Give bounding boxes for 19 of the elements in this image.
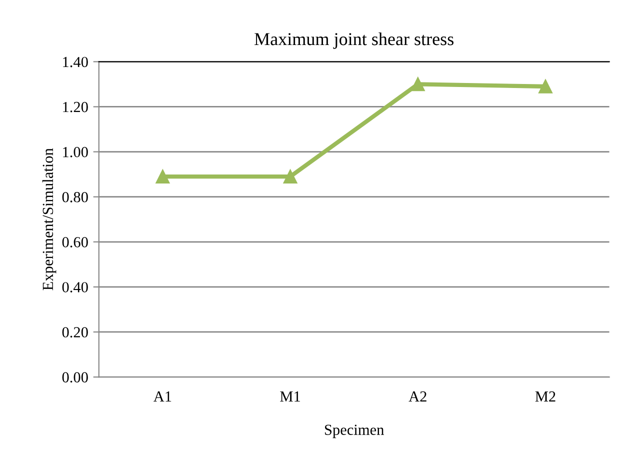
x-axis-title: Specimen	[324, 424, 384, 438]
y-tick-label: 1.40	[63, 56, 88, 68]
point	[410, 77, 425, 92]
point	[538, 80, 552, 94]
x-tick-label: M2	[535, 391, 556, 402]
x-tick-label: M1	[280, 391, 300, 402]
x-tick-label: A2	[408, 391, 426, 402]
y-tick-label: 0.60	[62, 237, 88, 248]
point	[283, 170, 298, 184]
y-tick-label: 0.00	[62, 372, 88, 383]
y-tick-label: 0.20	[62, 327, 88, 338]
y-tick-label: 0.80	[62, 192, 88, 202]
y-tick-label: 1.20	[63, 102, 88, 112]
y-axis-title: Experiment/Simulation	[42, 148, 56, 290]
x-tick-label: A1	[154, 391, 172, 402]
y-tick-label: 0.40	[62, 282, 88, 292]
y-tick-label: 1.00	[63, 146, 88, 158]
chart-title: Maximum joint shear stress	[254, 32, 454, 49]
point	[156, 170, 170, 184]
